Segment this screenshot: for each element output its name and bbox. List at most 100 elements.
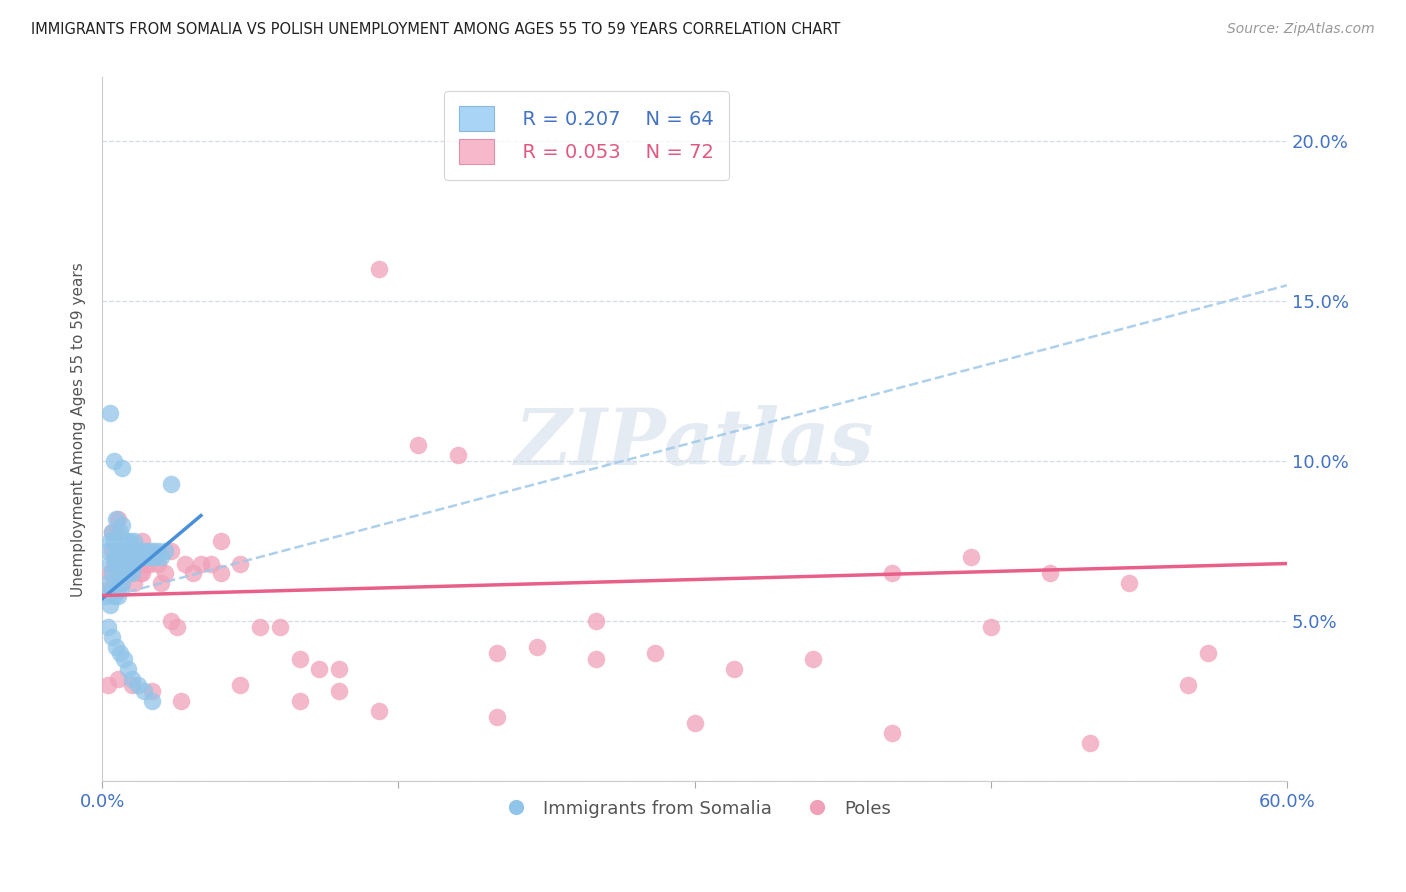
Point xyxy=(328,662,350,676)
Point xyxy=(166,620,188,634)
Point xyxy=(526,640,548,654)
Point xyxy=(328,684,350,698)
Point xyxy=(107,543,129,558)
Text: Source: ZipAtlas.com: Source: ZipAtlas.com xyxy=(1227,22,1375,37)
Point xyxy=(141,684,163,698)
Text: IMMIGRANTS FROM SOMALIA VS POLISH UNEMPLOYMENT AMONG AGES 55 TO 59 YEARS CORRELA: IMMIGRANTS FROM SOMALIA VS POLISH UNEMPL… xyxy=(31,22,841,37)
Point xyxy=(98,566,121,581)
Text: ZIPatlas: ZIPatlas xyxy=(515,405,875,482)
Point xyxy=(960,550,983,565)
Point xyxy=(111,575,134,590)
Point xyxy=(146,543,169,558)
Point xyxy=(229,557,252,571)
Point xyxy=(142,550,165,565)
Point xyxy=(112,652,135,666)
Point xyxy=(585,614,607,628)
Point xyxy=(101,630,124,644)
Point xyxy=(146,557,169,571)
Point xyxy=(105,640,128,654)
Point xyxy=(122,534,145,549)
Point xyxy=(269,620,291,634)
Point xyxy=(97,575,120,590)
Point xyxy=(1177,678,1199,692)
Point xyxy=(136,550,159,565)
Point xyxy=(181,566,204,581)
Point xyxy=(155,543,177,558)
Point xyxy=(107,672,129,686)
Point xyxy=(97,678,120,692)
Point xyxy=(97,543,120,558)
Point xyxy=(880,726,903,740)
Point xyxy=(118,557,141,571)
Point xyxy=(486,710,509,724)
Point xyxy=(112,557,135,571)
Point xyxy=(117,543,139,558)
Point xyxy=(117,662,139,676)
Point xyxy=(486,646,509,660)
Point xyxy=(117,566,139,581)
Point xyxy=(288,694,311,708)
Point xyxy=(1078,736,1101,750)
Point xyxy=(127,543,149,558)
Point xyxy=(155,566,177,581)
Point xyxy=(101,524,124,539)
Point xyxy=(103,534,125,549)
Point xyxy=(138,543,160,558)
Point xyxy=(111,460,134,475)
Point xyxy=(118,566,141,581)
Point xyxy=(117,543,139,558)
Point xyxy=(121,543,143,558)
Point xyxy=(97,582,120,596)
Point xyxy=(105,582,128,596)
Point xyxy=(880,566,903,581)
Point xyxy=(644,646,666,660)
Point xyxy=(107,512,129,526)
Point xyxy=(1118,575,1140,590)
Point xyxy=(108,524,131,539)
Point xyxy=(121,672,143,686)
Point xyxy=(105,512,128,526)
Point xyxy=(111,550,134,565)
Point xyxy=(97,620,120,634)
Point xyxy=(209,566,232,581)
Point xyxy=(98,406,121,420)
Point xyxy=(108,646,131,660)
Point xyxy=(128,550,150,565)
Point xyxy=(127,678,149,692)
Point xyxy=(101,582,124,596)
Point xyxy=(1039,566,1062,581)
Point xyxy=(101,543,124,558)
Point xyxy=(98,534,121,549)
Point xyxy=(160,614,183,628)
Point xyxy=(132,550,155,565)
Point xyxy=(160,476,183,491)
Point xyxy=(111,518,134,533)
Point xyxy=(683,716,706,731)
Point xyxy=(142,543,165,558)
Point xyxy=(121,566,143,581)
Point xyxy=(105,557,128,571)
Point xyxy=(141,694,163,708)
Point xyxy=(288,652,311,666)
Point xyxy=(141,550,163,565)
Point xyxy=(122,575,145,590)
Point xyxy=(801,652,824,666)
Point xyxy=(103,557,125,571)
Point xyxy=(132,684,155,698)
Point xyxy=(367,704,389,718)
Point xyxy=(249,620,271,634)
Point xyxy=(170,694,193,708)
Point xyxy=(98,557,121,571)
Point xyxy=(103,550,125,565)
Point xyxy=(115,534,138,549)
Point xyxy=(229,678,252,692)
Point xyxy=(112,566,135,581)
Point xyxy=(108,557,131,571)
Point xyxy=(121,678,143,692)
Point xyxy=(145,550,167,565)
Point xyxy=(135,543,157,558)
Legend: Immigrants from Somalia, Poles: Immigrants from Somalia, Poles xyxy=(491,792,898,825)
Point xyxy=(160,543,183,558)
Point xyxy=(138,557,160,571)
Point xyxy=(128,566,150,581)
